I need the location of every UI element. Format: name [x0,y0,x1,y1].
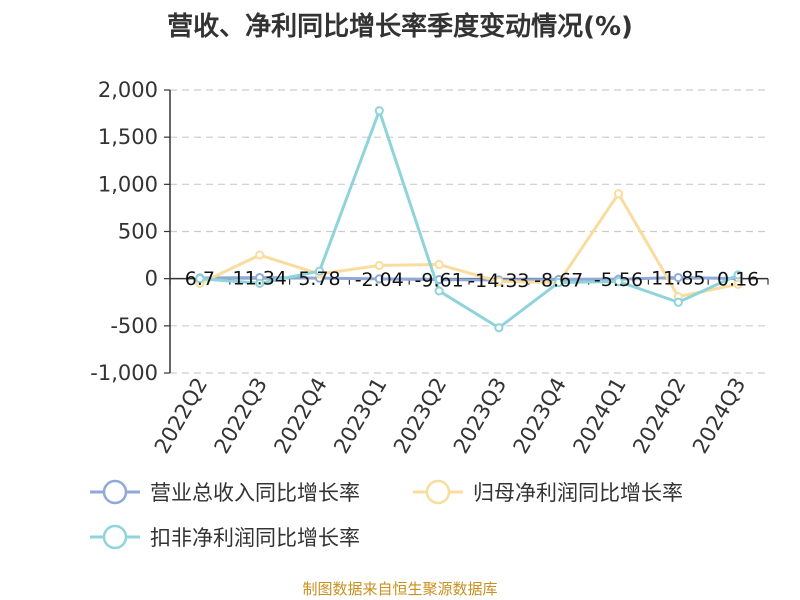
y-tick-label: 2,000 [98,78,158,102]
data-point [733,270,743,280]
data-label: 0.16 [717,269,759,291]
data-label: -8.67 [534,269,583,291]
source-note: 制图数据来自恒生聚源数据库 [302,580,498,598]
data-label: -2.04 [355,269,404,291]
x-tick-label: 2022Q2 [150,374,212,458]
series-line [199,192,739,299]
data-point [613,276,624,287]
data-point [195,274,205,284]
y-tick-label: -500 [110,314,158,338]
x-tick-label: 2024Q2 [628,374,690,458]
data-label: 5.78 [298,268,340,290]
y-tick-label: 1,500 [98,125,158,149]
data-point [554,277,564,288]
data-point [673,297,683,307]
data-point [613,189,624,199]
data-point [374,260,384,271]
y-tick-label: 500 [118,220,158,244]
series-line [199,109,739,330]
x-tick-label: 2022Q4 [269,374,331,458]
data-point [374,274,384,284]
legend-label: 扣非净利润同比增长率 [150,526,360,550]
y-tick-label: 1,000 [98,172,158,196]
data-point [673,272,683,283]
y-tick-label: -1,000 [90,361,158,385]
data-label: -9.61 [415,270,464,292]
legend-label: 归母净利润同比增长率 [473,481,683,505]
x-tick-label: 2023Q2 [389,373,451,457]
data-point [314,266,325,276]
y-tick-label: 0 [145,267,158,291]
data-label: -5.56 [594,269,643,291]
x-tick-label: 2024Q1 [568,374,630,458]
x-tick-label: 2023Q1 [329,374,391,458]
legend-marker [425,479,451,505]
x-tick-label: 2024Q3 [688,374,750,458]
data-point [374,106,384,116]
data-point [494,323,504,333]
data-point [255,278,265,288]
data-label: -14.33 [468,270,529,292]
data-point [255,250,265,260]
data-point [494,276,504,287]
legend-marker [102,479,128,505]
data-point [434,286,444,296]
chart-title: 营收、净利同比增长率季度变动情况(%) [167,12,633,42]
data-point [434,259,444,270]
x-tick-label: 2023Q3 [449,374,511,458]
data-point [733,279,743,289]
data-label: 11.34 [232,268,286,290]
legend-label: 营业总收入同比增长率 [150,481,360,505]
x-tick-label: 2023Q4 [509,374,571,458]
data-label: 6.7 [185,268,215,290]
data-label: 11.85 [651,268,705,290]
x-tick-label: 2022Q3 [210,374,272,458]
legend-marker [102,524,128,550]
